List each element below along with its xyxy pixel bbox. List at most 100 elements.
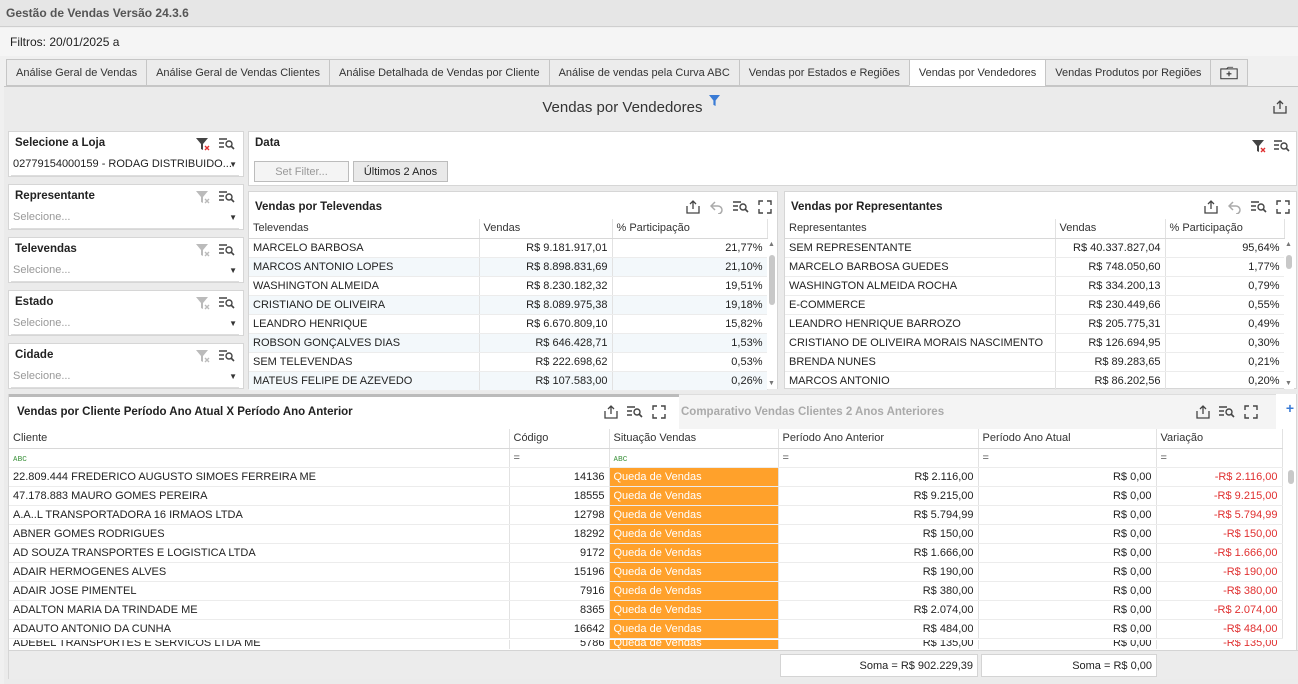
col-header[interactable]: Período Ano Atual	[978, 429, 1157, 449]
col-header[interactable]: Vendas	[479, 219, 613, 239]
search-filter-icon[interactable]	[219, 136, 235, 152]
maximize-icon[interactable]	[1243, 404, 1259, 420]
table-row[interactable]: 47.178.883 MAURO GOMES PEREIRA 18555 Queda…	[9, 486, 1283, 506]
search-filter-icon[interactable]	[1219, 404, 1235, 420]
search-filter-icon[interactable]	[1251, 199, 1267, 215]
scrollbar-thumb[interactable]	[1286, 255, 1292, 269]
loja-select[interactable]: 02779154000159 - RODAG DISTRIBUIDO... ▼	[11, 158, 239, 176]
table-row[interactable]: ABNER GOMES RODRIGUES 18292 Queda de Venda…	[9, 524, 1283, 544]
table-row[interactable]: MARCOS ANTONIO LOPES R$ 8.898.831,69 21,10…	[249, 257, 768, 277]
undo-icon[interactable]	[709, 199, 725, 215]
col-header[interactable]: % Participação	[1165, 219, 1285, 239]
scroll-up-icon[interactable]: ▲	[1285, 241, 1292, 248]
scrollbar-thumb[interactable]	[769, 255, 775, 305]
filter-cell[interactable]: =	[778, 448, 979, 468]
table-row[interactable]: LEANDRO HENRIQUE R$ 6.670.809,10 15,82%	[249, 314, 768, 334]
filter-cell[interactable]: ᴀʙc	[9, 448, 510, 468]
search-filter-icon[interactable]	[219, 189, 235, 205]
televendas-select[interactable]: Selecione... ▼	[11, 264, 239, 282]
tab-analise-geral[interactable]: Análise Geral de Vendas	[6, 59, 147, 86]
filter-cell[interactable]: =	[1156, 448, 1283, 468]
col-header[interactable]: Situação Vendas	[609, 429, 779, 449]
search-filter-icon[interactable]	[219, 242, 235, 258]
comparativo-tab-title[interactable]: Comparativo Vendas Clientes 2 Anos Anter…	[681, 406, 945, 418]
maximize-icon[interactable]	[1275, 199, 1291, 215]
set-filter-button[interactable]: Set Filter...	[254, 161, 349, 182]
table-row[interactable]: ADAUTO ANTONIO DA CUNHA 16642 Queda de Ven…	[9, 619, 1283, 639]
col-header[interactable]: Código	[509, 429, 610, 449]
table-row[interactable]: SEM REPRESENTANTE R$ 40.337.827,04 95,64%	[785, 238, 1285, 258]
add-tab-button[interactable]	[1210, 59, 1249, 86]
export-icon[interactable]	[603, 404, 619, 420]
export-icon[interactable]	[685, 199, 701, 215]
search-filter-icon[interactable]	[733, 199, 749, 215]
search-filter-icon[interactable]	[1274, 138, 1290, 154]
search-filter-icon[interactable]	[627, 404, 643, 420]
tab-analise-geral-clientes[interactable]: Análise Geral de Vendas Clientes	[146, 59, 329, 86]
clear-filter-icon[interactable]	[195, 295, 211, 311]
table-row[interactable]: MATEUS FELIPE DE AZEVEDO R$ 107.583,00 0,2…	[249, 371, 768, 391]
filter-cell[interactable]: ᴀʙc	[609, 448, 779, 468]
col-header[interactable]: Variação	[1156, 429, 1283, 449]
clear-filter-icon[interactable]	[195, 242, 211, 258]
vertical-scrollbar[interactable]	[1286, 468, 1296, 648]
maximize-icon[interactable]	[757, 199, 773, 215]
search-filter-icon[interactable]	[219, 348, 235, 364]
table-row[interactable]: ADAIR HERMOGENES ALVES 15196 Queda de Vend…	[9, 562, 1283, 582]
col-header[interactable]: Cliente	[9, 429, 510, 449]
clientes-tab-active[interactable]	[9, 394, 679, 429]
table-row[interactable]: BRENDA NUNES R$ 89.283,65 0,21%	[785, 352, 1285, 372]
col-header[interactable]: Período Ano Anterior	[778, 429, 979, 449]
table-row[interactable]: WASHINGTON ALMEIDA R$ 8.230.182,32 19,51%	[249, 276, 768, 296]
clientes-tab-inactive[interactable]	[679, 394, 1276, 429]
clear-filter-icon[interactable]	[195, 189, 211, 205]
vertical-scrollbar[interactable]: ▲ ▼	[1284, 239, 1294, 389]
col-header[interactable]: Televendas	[249, 219, 480, 239]
clear-filter-icon[interactable]	[195, 348, 211, 364]
filter-cell[interactable]: =	[509, 448, 610, 468]
table-row[interactable]: WASHINGTON ALMEIDA ROCHA R$ 334.200,13 0,7…	[785, 276, 1285, 296]
table-row[interactable]: CRISTIANO DE OLIVEIRA R$ 8.089.975,38 19,1…	[249, 295, 768, 315]
ultimos-2-anos-button[interactable]: Últimos 2 Anos	[353, 161, 448, 182]
tab-analise-detalhada[interactable]: Análise Detalhada de Vendas por Cliente	[328, 59, 549, 86]
table-row[interactable]: ADEBEL TRANSPORTES E SERVICOS LTDA ME 578…	[9, 640, 1282, 649]
plus-icon[interactable]: +	[1285, 400, 1295, 416]
table-row[interactable]: AD SOUZA TRANSPORTES E LOGISTICA LTDA 917…	[9, 543, 1283, 563]
table-row[interactable]: MARCELO BARBOSA R$ 9.181.917,01 21,77%	[249, 238, 768, 258]
tab-curva-abc[interactable]: Análise de vendas pela Curva ABC	[548, 59, 739, 86]
scrollbar-thumb[interactable]	[1288, 470, 1294, 484]
table-row[interactable]: 22.809.444 FREDERICO AUGUSTO SIMOES FERR…	[9, 467, 1283, 487]
export-icon[interactable]	[1272, 99, 1288, 115]
maximize-icon[interactable]	[651, 404, 667, 420]
table-row[interactable]: E-COMMERCE R$ 230.449,66 0,55%	[785, 295, 1285, 315]
filter-cell[interactable]: =	[978, 448, 1157, 468]
filter-icon[interactable]	[708, 95, 720, 106]
col-header[interactable]: Vendas	[1055, 219, 1166, 239]
clear-filter-icon[interactable]	[195, 136, 211, 152]
table-row[interactable]: A.A..L TRANSPORTADORA 16 IRMAOS LTDA 1279…	[9, 505, 1283, 525]
table-row[interactable]: MARCOS ANTONIO R$ 86.202,56 0,20%	[785, 371, 1285, 391]
estado-select[interactable]: Selecione... ▼	[11, 317, 239, 335]
table-row[interactable]: SEM TELEVENDAS R$ 222.698,62 0,53%	[249, 352, 768, 372]
table-row[interactable]: ADALTON MARIA DA TRINDADE ME 8365 Queda de…	[9, 600, 1283, 620]
export-icon[interactable]	[1203, 199, 1219, 215]
export-icon[interactable]	[1195, 404, 1211, 420]
table-row[interactable]: MARCELO BARBOSA GUEDES R$ 748.050,60 1,77%	[785, 257, 1285, 277]
undo-icon[interactable]	[1227, 199, 1243, 215]
representante-select[interactable]: Selecione... ▼	[11, 211, 239, 229]
scroll-up-icon[interactable]: ▲	[768, 241, 775, 248]
scroll-down-icon[interactable]: ▼	[1285, 380, 1292, 387]
cidade-select[interactable]: Selecione... ▼	[11, 370, 239, 388]
clear-filter-icon[interactable]	[1251, 138, 1267, 154]
col-header[interactable]: % Participação	[612, 219, 768, 239]
col-header[interactable]: Representantes	[785, 219, 1056, 239]
table-row[interactable]: ADAIR JOSE PIMENTEL 7916 Queda de Vendas R$…	[9, 581, 1283, 601]
table-row[interactable]: LEANDRO HENRIQUE BARROZO R$ 205.775,31 0,4…	[785, 314, 1285, 334]
tab-produtos-regioes[interactable]: Vendas Produtos por Regiões	[1045, 59, 1211, 86]
table-row[interactable]: CRISTIANO DE OLIVEIRA MORAIS NASCIMENTO R…	[785, 333, 1285, 353]
table-row[interactable]: ROBSON GONÇALVES DIAS R$ 646.428,71 1,53%	[249, 333, 768, 353]
vertical-scrollbar[interactable]: ▲ ▼	[767, 239, 777, 389]
tab-vendas-vendedores[interactable]: Vendas por Vendedores	[908, 59, 1046, 86]
scroll-down-icon[interactable]: ▼	[768, 380, 775, 387]
search-filter-icon[interactable]	[219, 295, 235, 311]
